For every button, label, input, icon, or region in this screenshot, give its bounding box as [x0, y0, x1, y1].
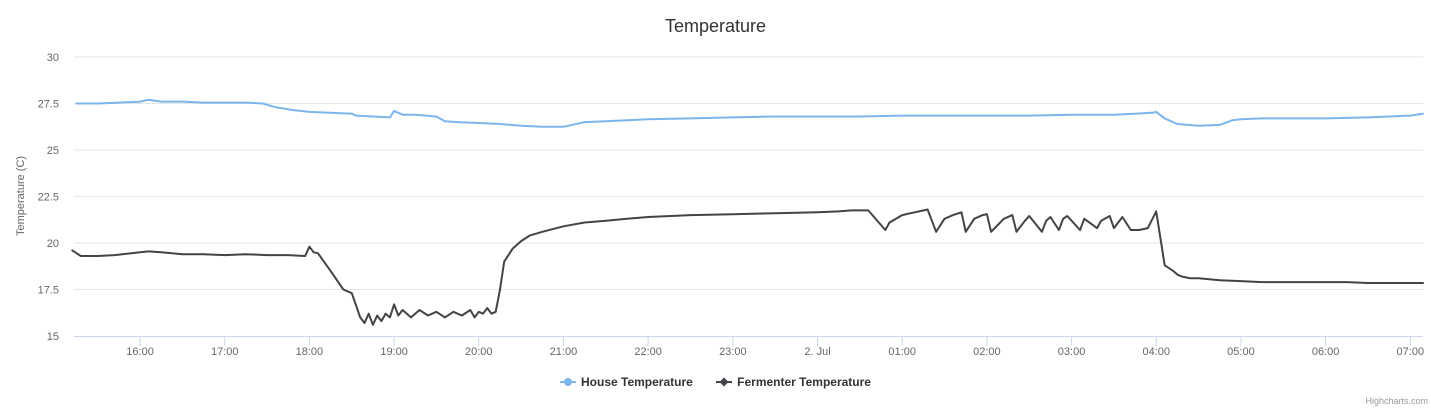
- x-tick-label: 06:00: [1312, 346, 1340, 358]
- credits-link[interactable]: Highcharts.com: [1365, 396, 1428, 406]
- legend-label: House Temperature: [581, 375, 693, 389]
- x-tick-label: 2. Jul: [804, 346, 830, 358]
- x-tick-label: 02:00: [973, 346, 1001, 358]
- x-tick-label: 19:00: [380, 346, 408, 358]
- y-tick-label: 20: [47, 238, 59, 250]
- x-tick-label: 04:00: [1142, 346, 1170, 358]
- y-axis-title: Temperature (C): [15, 156, 27, 236]
- x-tick-label: 20:00: [465, 346, 493, 358]
- legend-item-house-temperature[interactable]: House Temperature: [560, 375, 693, 389]
- x-tick-label: 05:00: [1227, 346, 1255, 358]
- x-tick-label: 18:00: [296, 346, 324, 358]
- legend-item-fermenter-temperature[interactable]: Fermenter Temperature: [716, 375, 871, 389]
- x-tick-label: 23:00: [719, 346, 747, 358]
- legend-diamond-icon: [716, 377, 733, 387]
- y-tick-label: 30: [47, 52, 59, 64]
- series-line-fermenter-temperature[interactable]: [71, 208, 1424, 326]
- x-tick-label: 03:00: [1058, 346, 1086, 358]
- x-tick-label: 07:00: [1397, 346, 1425, 358]
- x-tick-label: 22:00: [634, 346, 662, 358]
- legend-label: Fermenter Temperature: [737, 375, 871, 389]
- y-tick-label: 17.5: [38, 285, 59, 297]
- y-tick-label: 22.5: [38, 192, 59, 204]
- legend-circle-icon: [560, 377, 576, 387]
- series-line-house-temperature[interactable]: [75, 98, 1424, 128]
- y-tick-label: 25: [47, 145, 59, 157]
- x-tick-label: 17:00: [211, 346, 239, 358]
- legend: House Temperature Fermenter Temperature: [0, 375, 1431, 390]
- chart-title: Temperature: [664, 16, 767, 36]
- y-tick-label: 27.5: [38, 99, 59, 111]
- y-tick-label: 15: [47, 331, 59, 343]
- x-tick-label: 01:00: [888, 346, 916, 358]
- x-tick-label: 16:00: [126, 346, 154, 358]
- x-tick-label: 21:00: [550, 346, 578, 358]
